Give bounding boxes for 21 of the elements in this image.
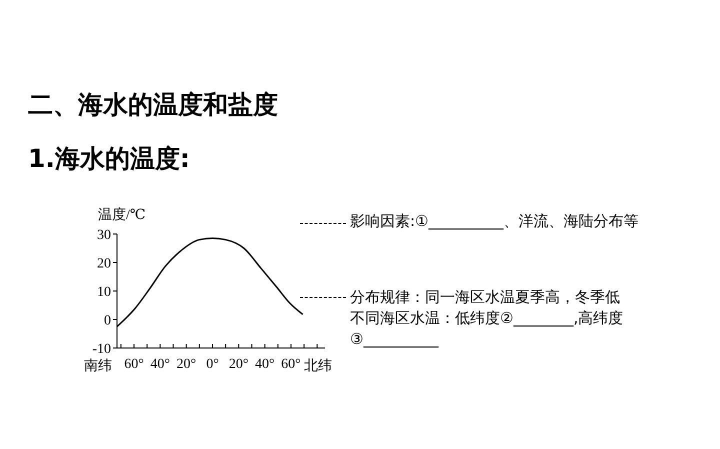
text: 影响因素:①__________、洋流、海陆分布等 [350, 212, 639, 231]
x-tick-label: 60° [124, 356, 144, 372]
x-tick-label: 20° [228, 356, 248, 372]
y-tick-label: 10 [97, 284, 111, 300]
y-tick-label: 0 [104, 313, 111, 328]
x-tick-label: 40° [255, 356, 275, 372]
text: ③__________ [350, 329, 438, 350]
y-axis-title: 温度/℃ [98, 206, 146, 224]
text: 分布规律：同一海区水温夏季高，冬季低 [350, 287, 620, 308]
x-tick-label: 20° [176, 356, 196, 372]
x-tick-label: 60° [281, 356, 301, 372]
text: 北纬 [304, 357, 332, 375]
chart-title: 二、海水的温度和盐度 [28, 89, 278, 121]
x-tick-label: 0° [206, 356, 219, 372]
x-tick-label: 40° [150, 356, 170, 372]
text: 不同海区水温：低纬度②________,高纬度 [350, 308, 624, 329]
y-tick-label: 30 [97, 228, 111, 243]
y-tick-label: 20 [97, 256, 111, 272]
text: 南纬 [84, 357, 112, 375]
chart-subtitle: 1.海水的温度: [28, 143, 190, 175]
y-tick-label: -10 [92, 342, 111, 357]
